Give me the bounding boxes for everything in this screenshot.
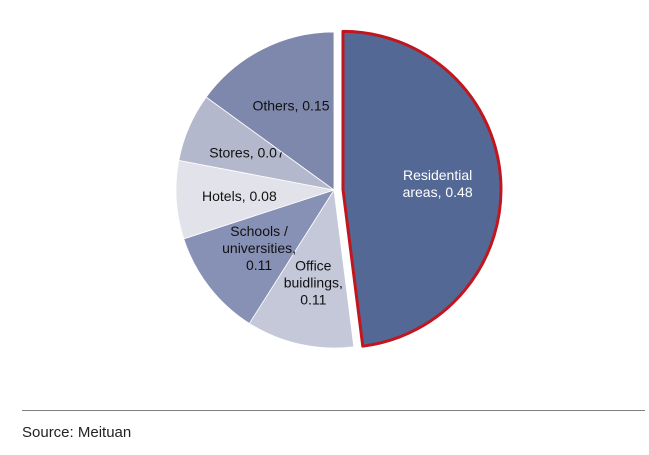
slice-label-office-buidlings: Office buidlings, 0.11 bbox=[284, 258, 343, 308]
source-note: Source: Meituan bbox=[22, 424, 132, 441]
pie-slice-schools-universities bbox=[183, 189, 335, 324]
pie-slice-office-buidlings bbox=[248, 188, 355, 349]
footer-divider bbox=[22, 410, 645, 411]
slice-label-others: Others, 0.15 bbox=[252, 98, 329, 114]
pie-chart: Residential areas, 0.48 Office buidlings, 0.… bbox=[175, 29, 503, 349]
pie-slice-residential-areas bbox=[341, 29, 503, 348]
slice-label-schools-universities: Schools / universities, 0.11 bbox=[222, 223, 296, 273]
pie-slice-others bbox=[205, 31, 335, 191]
slice-label-residential-areas: Residential areas, 0.48 bbox=[403, 167, 473, 200]
slice-label-hotels: Hotels, 0.08 bbox=[202, 188, 277, 204]
slice-label-stores: Stores, 0.07 bbox=[209, 144, 285, 160]
